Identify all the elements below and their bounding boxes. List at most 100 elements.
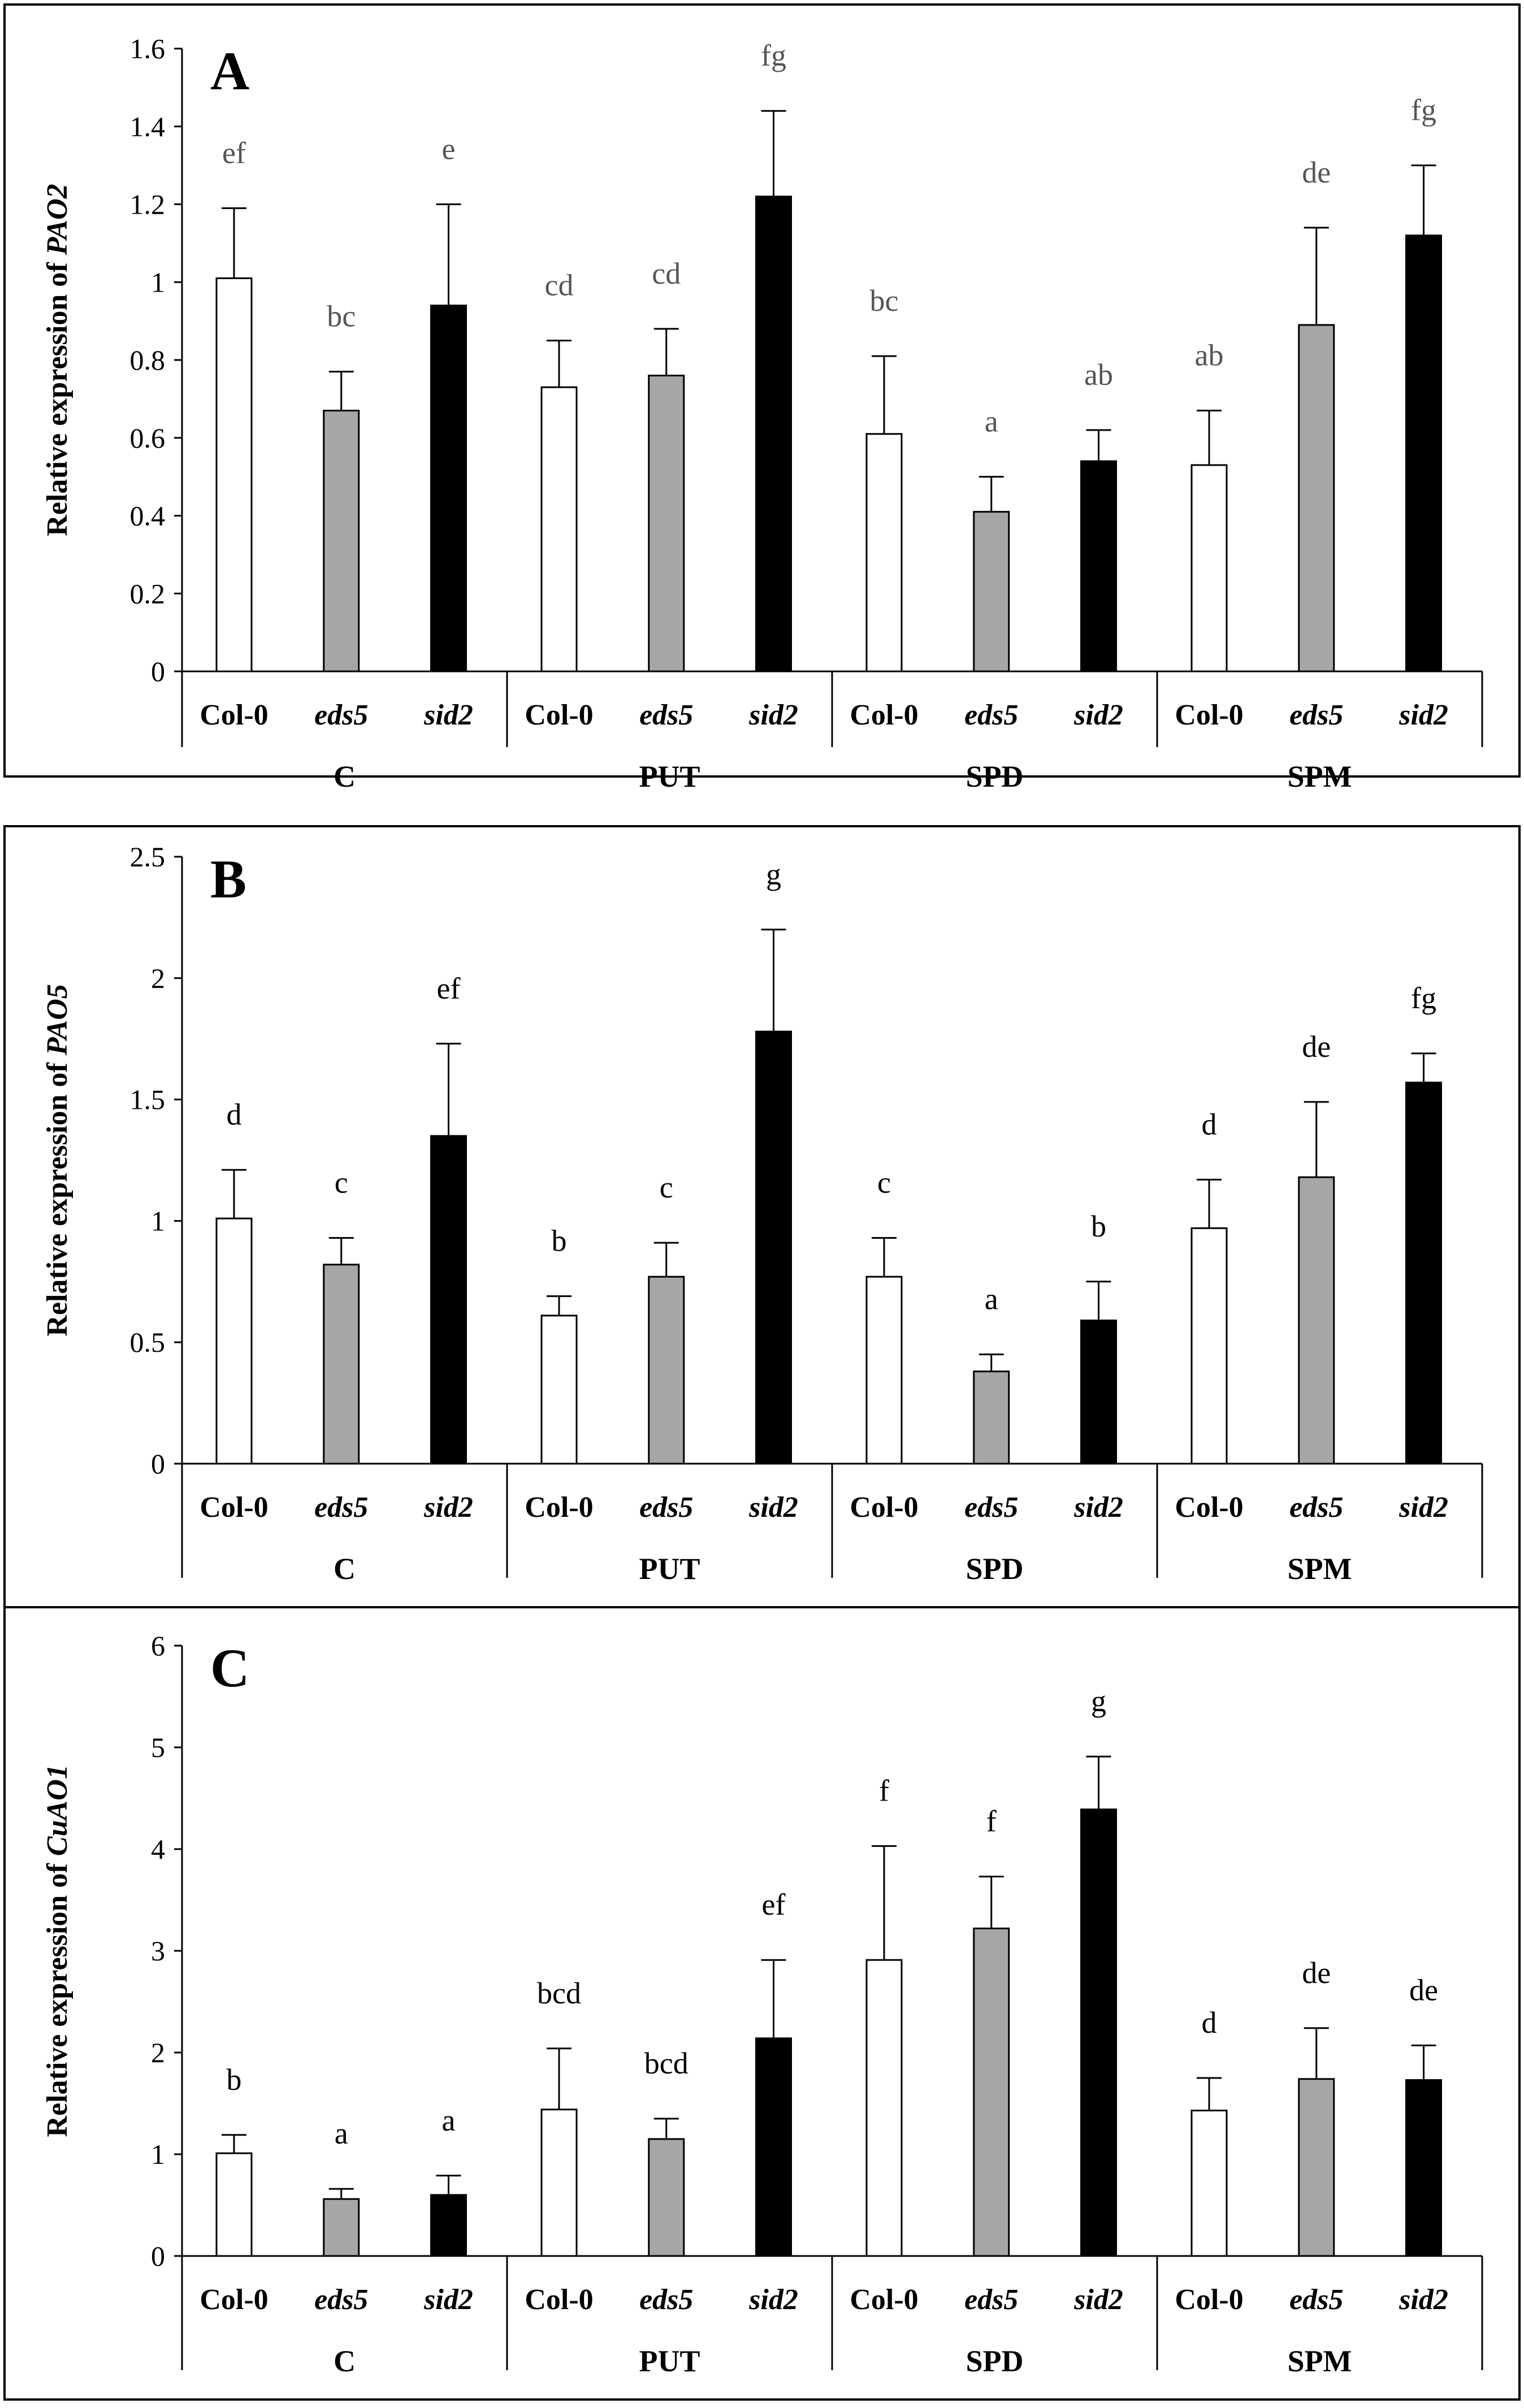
significance-letter: f — [986, 1804, 997, 1838]
genotype-label: sid2 — [1073, 699, 1123, 731]
chart-panel-c: 0 1 2 3 4 5 6 Relative expression of CuAO1 Cb bcd… — [3, 1606, 1521, 2401]
genotype-label: eds5 — [639, 1491, 693, 1524]
bar-col-0-spd — [865, 1275, 903, 1465]
bar-eds5-c — [323, 2198, 360, 2257]
significance-letter: a — [442, 2103, 456, 2137]
y-tick-label: 0.8 — [130, 344, 166, 376]
y-tick-label: 2 — [151, 962, 165, 994]
group-label: C — [334, 1552, 356, 1586]
bar-col-0-spd — [865, 1959, 903, 2257]
y-axis-label-prefix: Relative expression of — [41, 1055, 73, 1336]
significance-letter: g — [1091, 1684, 1106, 1718]
y-tick-label: 0 — [151, 656, 165, 687]
bar-col-0-put — [540, 2108, 578, 2257]
genotype-label: sid2 — [423, 699, 473, 731]
significance-letter: g — [766, 857, 781, 891]
genotype-label: sid2 — [1073, 1491, 1123, 1524]
y-tick-label: 0.4 — [130, 500, 166, 532]
significance-letter: b — [552, 1224, 567, 1258]
chart-panel-b: 0 0.5 1 1.5 2 2.5 Relative expression of PAO5 B… — [3, 825, 1521, 1608]
genotype-label: sid2 — [1399, 1491, 1448, 1524]
bar-col-0-c — [215, 1217, 253, 1465]
panel-letter: C — [210, 1638, 249, 1698]
group-label: PUT — [639, 760, 700, 793]
bar-col-0-spm — [1190, 2110, 1228, 2257]
bar-sid2-put — [755, 2037, 792, 2257]
significance-letter: e — [442, 132, 456, 166]
genotype-label: Col-0 — [525, 699, 593, 731]
significance-letter: bc — [870, 284, 899, 318]
y-tick-label: 4 — [151, 1833, 165, 1865]
genotype-label: Col-0 — [525, 2284, 593, 2316]
significance-letter: c — [660, 1170, 673, 1204]
y-tick-label: 0.2 — [130, 578, 166, 609]
genotype-label: eds5 — [314, 2284, 368, 2316]
genotype-label: sid2 — [748, 699, 798, 731]
bar-sid2-spd — [1080, 1320, 1117, 1465]
genotype-label: Col-0 — [850, 1491, 918, 1524]
significance-letter: b — [227, 2063, 242, 2097]
y-axis-label-prefix: Relative expression of — [41, 255, 73, 536]
significance-letter: de — [1302, 1956, 1331, 1990]
significance-letter: cd — [652, 257, 681, 290]
group-label: C — [334, 760, 356, 793]
y-tick-label: 1.6 — [130, 33, 166, 64]
significance-letter: bcd — [644, 2046, 689, 2080]
y-tick-label: 3 — [151, 1935, 165, 1967]
genotype-label: Col-0 — [850, 699, 918, 731]
significance-letter: ab — [1084, 358, 1113, 392]
bar-col-0-spm — [1190, 1227, 1228, 1465]
bar-col-0-put — [540, 1314, 578, 1465]
genotype-label: Col-0 — [850, 2284, 918, 2316]
significance-letter: fg — [1411, 93, 1436, 127]
group-label: SPM — [1288, 760, 1352, 793]
significance-letter: d — [227, 1097, 242, 1131]
genotype-label: Col-0 — [200, 1491, 268, 1524]
y-tick-label: 0 — [151, 1448, 165, 1479]
significance-letter: de — [1409, 1973, 1438, 2007]
y-tick-label: 2.5 — [130, 841, 166, 873]
genotype-label: sid2 — [748, 1491, 798, 1524]
y-tick-label: 1 — [151, 2138, 165, 2170]
bar-col-0-put — [540, 386, 578, 672]
genotype-label: eds5 — [964, 2284, 1018, 2316]
genotype-label: Col-0 — [1175, 699, 1243, 731]
y-tick-label: 2 — [151, 2037, 165, 2068]
significance-letter: fg — [761, 38, 786, 72]
bar-sid2-spd — [1080, 1808, 1117, 2257]
genotype-label: eds5 — [964, 699, 1018, 731]
significance-letter: c — [335, 1165, 348, 1199]
bar-eds5-spd — [973, 1927, 1010, 2257]
y-tick-label: 0.5 — [130, 1326, 166, 1358]
bar-eds5-c — [323, 1264, 360, 1465]
chart-panel-a: 0 0.2 0.4 0.6 0.8 1 1.2 1.4 1.6 Relative expressi… — [3, 3, 1521, 793]
y-tick-label: 1.4 — [130, 111, 166, 142]
y-tick-label: 6 — [151, 1630, 165, 1661]
significance-letter: fg — [1411, 981, 1436, 1015]
genotype-label: eds5 — [1289, 1491, 1343, 1524]
significance-letter: ef — [437, 971, 461, 1005]
y-tick-label: 0.6 — [130, 422, 166, 454]
y-axis-label-gene: PAO5 — [41, 984, 73, 1056]
bar-sid2-put — [755, 196, 792, 672]
significance-letter: d — [1202, 2006, 1217, 2040]
genotype-label: Col-0 — [200, 699, 268, 731]
genotype-label: sid2 — [748, 2284, 798, 2316]
significance-letter: bcd — [537, 1976, 581, 2010]
bar-col-0-c — [215, 2152, 253, 2257]
y-axis-label: Relative expression of PAO5 — [41, 984, 73, 1336]
panel-frame — [3, 3, 1521, 778]
y-tick-label: 1 — [151, 266, 165, 298]
bar-eds5-put — [648, 2138, 685, 2257]
y-tick-label: 1.2 — [130, 189, 166, 220]
significance-letter: de — [1302, 1030, 1331, 1064]
genotype-label: Col-0 — [1175, 1491, 1243, 1524]
panel-letter: A — [210, 41, 249, 101]
panel-letter: B — [210, 849, 246, 909]
genotype-label: eds5 — [964, 1491, 1018, 1524]
genotype-label: Col-0 — [200, 2284, 268, 2316]
bar-col-0-spm — [1190, 464, 1228, 672]
y-axis-label-gene: PAO2 — [41, 184, 73, 255]
bar-eds5-spm — [1298, 1176, 1335, 1465]
